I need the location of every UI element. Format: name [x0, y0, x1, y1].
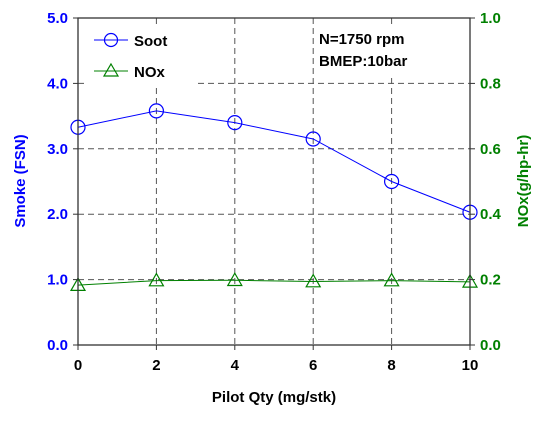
series-nox-point — [383, 272, 400, 287]
x-tick-label: 0 — [74, 357, 82, 374]
y2-tick-label: 1.0 — [480, 10, 501, 27]
series-soot-point — [148, 103, 164, 119]
legend: Soot NOx — [88, 26, 198, 86]
legend-soot-marker — [103, 32, 119, 48]
y2-tick-label: 0.8 — [480, 75, 501, 92]
x-tick-label: 8 — [387, 357, 395, 374]
x-tick-label: 10 — [462, 357, 479, 374]
y-tick-label: 1.0 — [47, 272, 68, 289]
y-tick-label: 4.0 — [47, 75, 68, 92]
y-axis-title: Smoke (FSN) — [12, 134, 29, 227]
y-tick-label: 0.0 — [47, 337, 68, 354]
legend-nox-marker — [102, 62, 120, 77]
x-tick-label: 4 — [231, 357, 240, 374]
series-soot-point — [384, 173, 400, 190]
y2-tick-label: 0.4 — [480, 206, 502, 223]
series-nox-point — [305, 273, 322, 288]
y2-axis-title: NOx(g/hp-hr) — [515, 135, 532, 227]
series-nox-point — [148, 272, 165, 287]
x-tick-label: 2 — [152, 357, 160, 374]
annotation-speed: N=1750 rpm — [319, 31, 404, 48]
series-nox-point — [226, 272, 243, 287]
y-tick-label: 5.0 — [47, 10, 68, 27]
ticks: 0 2 4 6 8 100.01.02.03.04.05.00.00.20.40.60.8… — [47, 10, 501, 374]
x-tick-label: 6 — [309, 357, 317, 374]
y2-tick-label: 0.0 — [480, 337, 501, 354]
series-soot-point — [305, 131, 321, 147]
plot-frame — [77, 17, 471, 346]
series-soot-line — [77, 110, 471, 213]
annotation-load: BMEP:10bar — [319, 53, 408, 70]
series-soot-point — [227, 115, 243, 131]
legend-nox-label: NOx — [134, 64, 166, 81]
legend-soot-label: Soot — [134, 33, 167, 50]
annotation-box — [317, 26, 458, 76]
y-tick-label: 3.0 — [47, 141, 68, 158]
y-tick-label: 2.0 — [47, 206, 68, 223]
series-nox-line — [77, 279, 471, 286]
y2-tick-label: 0.6 — [480, 141, 501, 158]
y2-tick-label: 0.2 — [480, 272, 501, 289]
series-layer — [69, 103, 479, 292]
x-axis-title: Pilot Qty (mg/stk) — [212, 389, 336, 406]
